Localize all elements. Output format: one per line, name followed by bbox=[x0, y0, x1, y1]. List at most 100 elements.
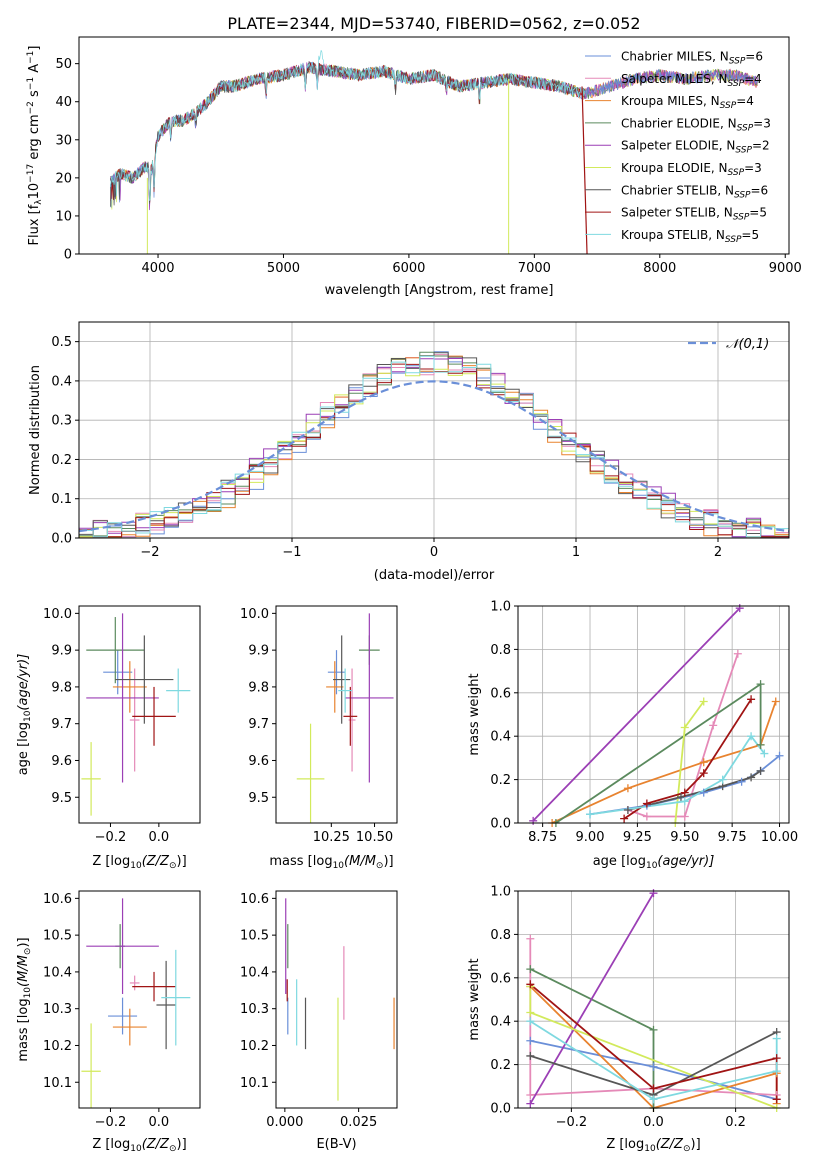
x-axis-label-part: 10 bbox=[130, 1144, 142, 1154]
weight-marker bbox=[747, 773, 756, 782]
y-axis-label-part: )] bbox=[16, 937, 31, 947]
y-tick-label: 1.0 bbox=[490, 600, 511, 615]
y-tick-label: 9.8 bbox=[51, 680, 72, 695]
x-tick-label: 4000 bbox=[141, 261, 174, 276]
x-axis-label-part: mass [log bbox=[269, 854, 332, 869]
legend-label: Salpeter MILES, NSSP=4 bbox=[621, 72, 762, 89]
legend-label-part: Kroupa ELODIE, N bbox=[621, 161, 728, 175]
x-tick-label: 10.50 bbox=[356, 830, 393, 845]
plot-area bbox=[79, 351, 789, 538]
x-axis-label-part: ⊙ bbox=[169, 1144, 177, 1154]
axes-frame bbox=[78, 36, 790, 255]
x-tick-label: 0.2 bbox=[725, 1115, 746, 1130]
y-tick-label: 0.0 bbox=[51, 532, 72, 547]
x-axis-label: age [log10(age/yr)] bbox=[593, 854, 715, 871]
x-tick-label: 2 bbox=[714, 545, 722, 560]
y-tick-label: 30 bbox=[55, 133, 72, 148]
y-tick-label: 9.5 bbox=[51, 791, 72, 806]
weight-marker bbox=[699, 788, 708, 797]
axes-frame bbox=[275, 890, 398, 1109]
weight-marker bbox=[756, 680, 765, 689]
x-tick-label: −0.2 bbox=[95, 1115, 127, 1130]
weight-marker bbox=[699, 697, 708, 706]
y-tick-label: 0.5 bbox=[51, 335, 72, 350]
weight-marker bbox=[623, 784, 632, 793]
weight-line bbox=[589, 735, 766, 816]
x-tick-label: 9.25 bbox=[623, 830, 652, 845]
x-axis-label-part: 10 bbox=[644, 1144, 656, 1154]
y-tick-label: 10.5 bbox=[240, 929, 269, 944]
y-axis-label-part: A bbox=[27, 64, 42, 77]
x-tick-label: 9.00 bbox=[576, 830, 605, 845]
y-tick-label: 40 bbox=[55, 95, 72, 110]
x-tick-label: −2 bbox=[140, 545, 159, 560]
y-tick-label: 10.0 bbox=[240, 607, 269, 622]
y-tick-label: 10.2 bbox=[240, 1039, 269, 1054]
weight-marker bbox=[775, 751, 784, 760]
legend-label-part: SSP bbox=[735, 146, 752, 156]
plot-area bbox=[110, 49, 758, 254]
x-tick-label: 10.00 bbox=[761, 830, 798, 845]
legend-label: Chabrier STELIB, NSSP=6 bbox=[621, 183, 768, 200]
residuals-panel: −2 −1 0 1 2 0.0 0.1 0.2 0.3 0.4 0.5 (data-model)/er… bbox=[28, 321, 790, 583]
y-tick-label: 9.7 bbox=[51, 717, 72, 732]
y-axis-label: Flux [fλ10−17 erg cm−2 s−1 A−1] bbox=[26, 46, 44, 246]
y-tick-label: 10.0 bbox=[43, 607, 72, 622]
y-axis-label-part: 10 bbox=[27, 183, 42, 200]
weight-vs-age-panel: 8.75 9.00 9.25 9.50 9.75 10.00 0.0 0.2 0.4 0.6 0.8… bbox=[467, 600, 798, 872]
mass-vs-extinction-panel: 0.000 0.025 10.1 10.2 10.3 10.4 10.5 10.6 E(B-V) bbox=[240, 890, 398, 1152]
legend-label-part: =3 bbox=[744, 161, 762, 175]
legend-label-part: Chabrier STELIB, N bbox=[621, 183, 734, 197]
y-axis-label-part: ] bbox=[27, 46, 42, 51]
legend-label: 𝒩(0,1) bbox=[726, 337, 769, 352]
legend-label-part: =6 bbox=[751, 183, 769, 197]
y-axis-label: mass weight bbox=[467, 958, 482, 1040]
x-axis-label-part: Z [log bbox=[606, 1137, 644, 1152]
y-tick-label: 9.6 bbox=[51, 754, 72, 769]
weight-marker bbox=[718, 775, 727, 784]
x-axis-label-part: (age/yr)] bbox=[657, 854, 714, 869]
x-axis-label-part: (Z/Z bbox=[142, 1137, 170, 1152]
x-axis-label: Z [log10(Z/Z⊙)] bbox=[606, 1137, 700, 1154]
legend-label-part: =5 bbox=[741, 228, 759, 242]
x-tick-label: 7000 bbox=[518, 261, 551, 276]
y-tick-label: 10.4 bbox=[43, 965, 72, 980]
y-axis-label-part: 10 bbox=[23, 710, 33, 722]
weight-marker bbox=[680, 788, 689, 797]
weight-marker bbox=[699, 758, 708, 767]
weight-marker bbox=[772, 1067, 781, 1076]
legend-label: Kroupa MILES, NSSP=4 bbox=[621, 94, 754, 111]
weight-marker bbox=[771, 697, 780, 706]
weight-vs-metallicity-panel: −0.2 0.0 0.2 0.0 0.2 0.4 0.6 0.8 1.0 mass weight Z… bbox=[467, 885, 790, 1154]
x-tick-label: 1 bbox=[572, 545, 580, 560]
weight-marker bbox=[642, 812, 651, 821]
x-axis-label: wavelength [Angstrom, rest frame] bbox=[325, 283, 554, 298]
y-tick-label: 0.0 bbox=[490, 1102, 511, 1117]
weight-line bbox=[674, 700, 705, 823]
x-axis-label: Z [log10(Z/Z⊙)] bbox=[92, 854, 186, 871]
legend-label-part: SSP bbox=[729, 57, 746, 67]
weight-marker bbox=[747, 732, 756, 741]
legend-label: Kroupa STELIB, NSSP=5 bbox=[621, 228, 759, 245]
y-tick-label: 0.4 bbox=[490, 1015, 511, 1030]
y-tick-label: 10.1 bbox=[43, 1076, 72, 1091]
x-axis-label-part: Z [log bbox=[92, 854, 130, 869]
y-tick-label: 0.8 bbox=[490, 643, 511, 658]
x-tick-label: 0.025 bbox=[340, 1115, 377, 1130]
x-axis-label-part: (M/M bbox=[344, 854, 376, 869]
age-vs-metallicity-panel: −0.2 0.09.59.69.79.89.910.0Z [log10(Z/Z⊙)… bbox=[16, 605, 201, 871]
x-axis-label-part: 10 bbox=[130, 861, 142, 871]
y-tick-label: 10.5 bbox=[43, 929, 72, 944]
y-tick-label: 10.6 bbox=[43, 892, 72, 907]
y-tick-label: 9.8 bbox=[248, 680, 269, 695]
weight-marker bbox=[772, 1034, 781, 1043]
legend-label-part: SSP bbox=[728, 79, 745, 89]
y-axis-label-part: ⊙ bbox=[23, 948, 33, 956]
x-axis-label-part: ⊙ bbox=[376, 861, 384, 871]
y-tick-label: 0 bbox=[64, 248, 72, 263]
legend-label: Salpeter ELODIE, NSSP=2 bbox=[621, 139, 770, 156]
weight-line bbox=[529, 892, 655, 1105]
y-tick-label: 10.3 bbox=[43, 1002, 72, 1017]
